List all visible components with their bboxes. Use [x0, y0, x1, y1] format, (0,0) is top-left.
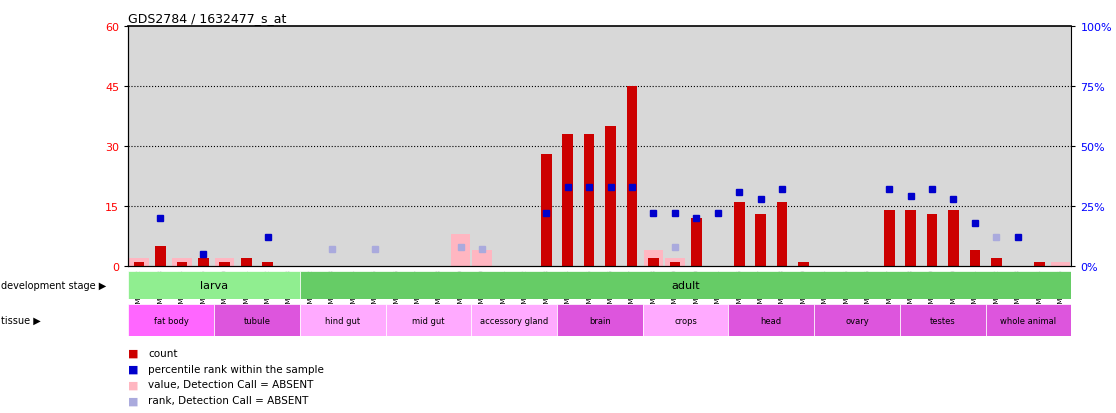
Bar	[991, 259, 1002, 266]
Bar	[172, 259, 192, 266]
Bar	[176, 262, 187, 266]
Text: larva: larva	[200, 280, 228, 290]
Text: mid gut: mid gut	[412, 316, 444, 325]
Bar	[665, 259, 684, 266]
Bar	[129, 259, 148, 266]
Bar	[562, 135, 573, 266]
Text: development stage ▶: development stage ▶	[1, 280, 106, 290]
Text: ■: ■	[128, 348, 138, 358]
Text: brain: brain	[589, 316, 610, 325]
Bar	[1051, 262, 1070, 266]
Bar	[605, 127, 616, 266]
Bar	[385, 304, 471, 337]
Bar	[262, 262, 273, 266]
Bar	[670, 262, 681, 266]
Text: ■: ■	[128, 395, 138, 405]
Bar	[644, 250, 663, 266]
Bar	[541, 154, 551, 266]
Text: fat body: fat body	[154, 316, 189, 325]
Bar	[905, 211, 916, 266]
Bar	[584, 135, 595, 266]
Text: adult: adult	[671, 280, 700, 290]
Bar	[926, 214, 937, 266]
Bar	[198, 259, 209, 266]
Bar	[734, 202, 744, 266]
Text: tubule: tubule	[243, 316, 270, 325]
Bar	[798, 262, 809, 266]
Bar	[128, 304, 214, 337]
Text: tissue ▶: tissue ▶	[1, 316, 41, 325]
Bar	[970, 250, 980, 266]
Text: whole animal: whole animal	[1000, 316, 1057, 325]
Bar	[899, 304, 985, 337]
Bar	[472, 250, 492, 266]
Bar	[134, 262, 144, 266]
Bar	[627, 87, 637, 266]
Text: testes: testes	[930, 316, 955, 325]
Text: head: head	[761, 316, 782, 325]
Bar	[300, 271, 1071, 299]
Text: rank, Detection Call = ABSENT: rank, Detection Call = ABSENT	[148, 395, 309, 405]
Bar	[155, 247, 166, 266]
Text: accessory gland: accessory gland	[480, 316, 548, 325]
Bar	[815, 304, 899, 337]
Text: crops: crops	[674, 316, 698, 325]
Text: GDS2784 / 1632477_s_at: GDS2784 / 1632477_s_at	[128, 12, 287, 25]
Bar	[949, 211, 959, 266]
Bar	[128, 271, 300, 299]
Bar	[1033, 262, 1045, 266]
Bar	[220, 262, 230, 266]
Bar	[214, 304, 300, 337]
Text: value, Detection Call = ABSENT: value, Detection Call = ABSENT	[148, 380, 314, 389]
Text: count: count	[148, 348, 177, 358]
Bar	[729, 304, 815, 337]
Bar	[300, 304, 385, 337]
Bar	[884, 211, 895, 266]
Bar	[985, 304, 1071, 337]
Bar	[777, 202, 788, 266]
Text: hind gut: hind gut	[325, 316, 360, 325]
Bar	[451, 235, 470, 266]
Bar	[756, 214, 766, 266]
Bar	[691, 218, 702, 266]
Bar	[648, 259, 658, 266]
Bar	[215, 259, 234, 266]
Text: ovary: ovary	[845, 316, 869, 325]
Text: ■: ■	[128, 364, 138, 374]
Text: percentile rank within the sample: percentile rank within the sample	[148, 364, 325, 374]
Bar	[241, 259, 251, 266]
Bar	[643, 304, 729, 337]
Bar	[557, 304, 643, 337]
Text: ■: ■	[128, 380, 138, 389]
Bar	[471, 304, 557, 337]
